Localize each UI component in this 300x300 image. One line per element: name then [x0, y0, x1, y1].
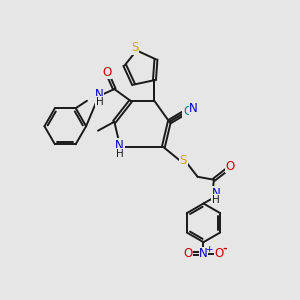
Text: +: + — [205, 245, 213, 254]
Text: -: - — [222, 243, 227, 254]
Text: S: S — [180, 154, 187, 167]
Text: N: N — [189, 102, 198, 115]
Text: O: O — [102, 66, 112, 79]
Text: H: H — [212, 195, 220, 205]
Text: H: H — [96, 97, 103, 107]
Text: O: O — [214, 247, 224, 260]
Text: N: N — [212, 187, 220, 200]
Text: S: S — [131, 41, 139, 54]
Text: O: O — [226, 160, 235, 173]
Text: C: C — [183, 105, 191, 118]
Text: O: O — [183, 247, 192, 260]
Text: N: N — [95, 88, 104, 100]
Text: N: N — [199, 247, 208, 260]
Text: N: N — [115, 139, 124, 152]
Text: H: H — [116, 148, 124, 159]
